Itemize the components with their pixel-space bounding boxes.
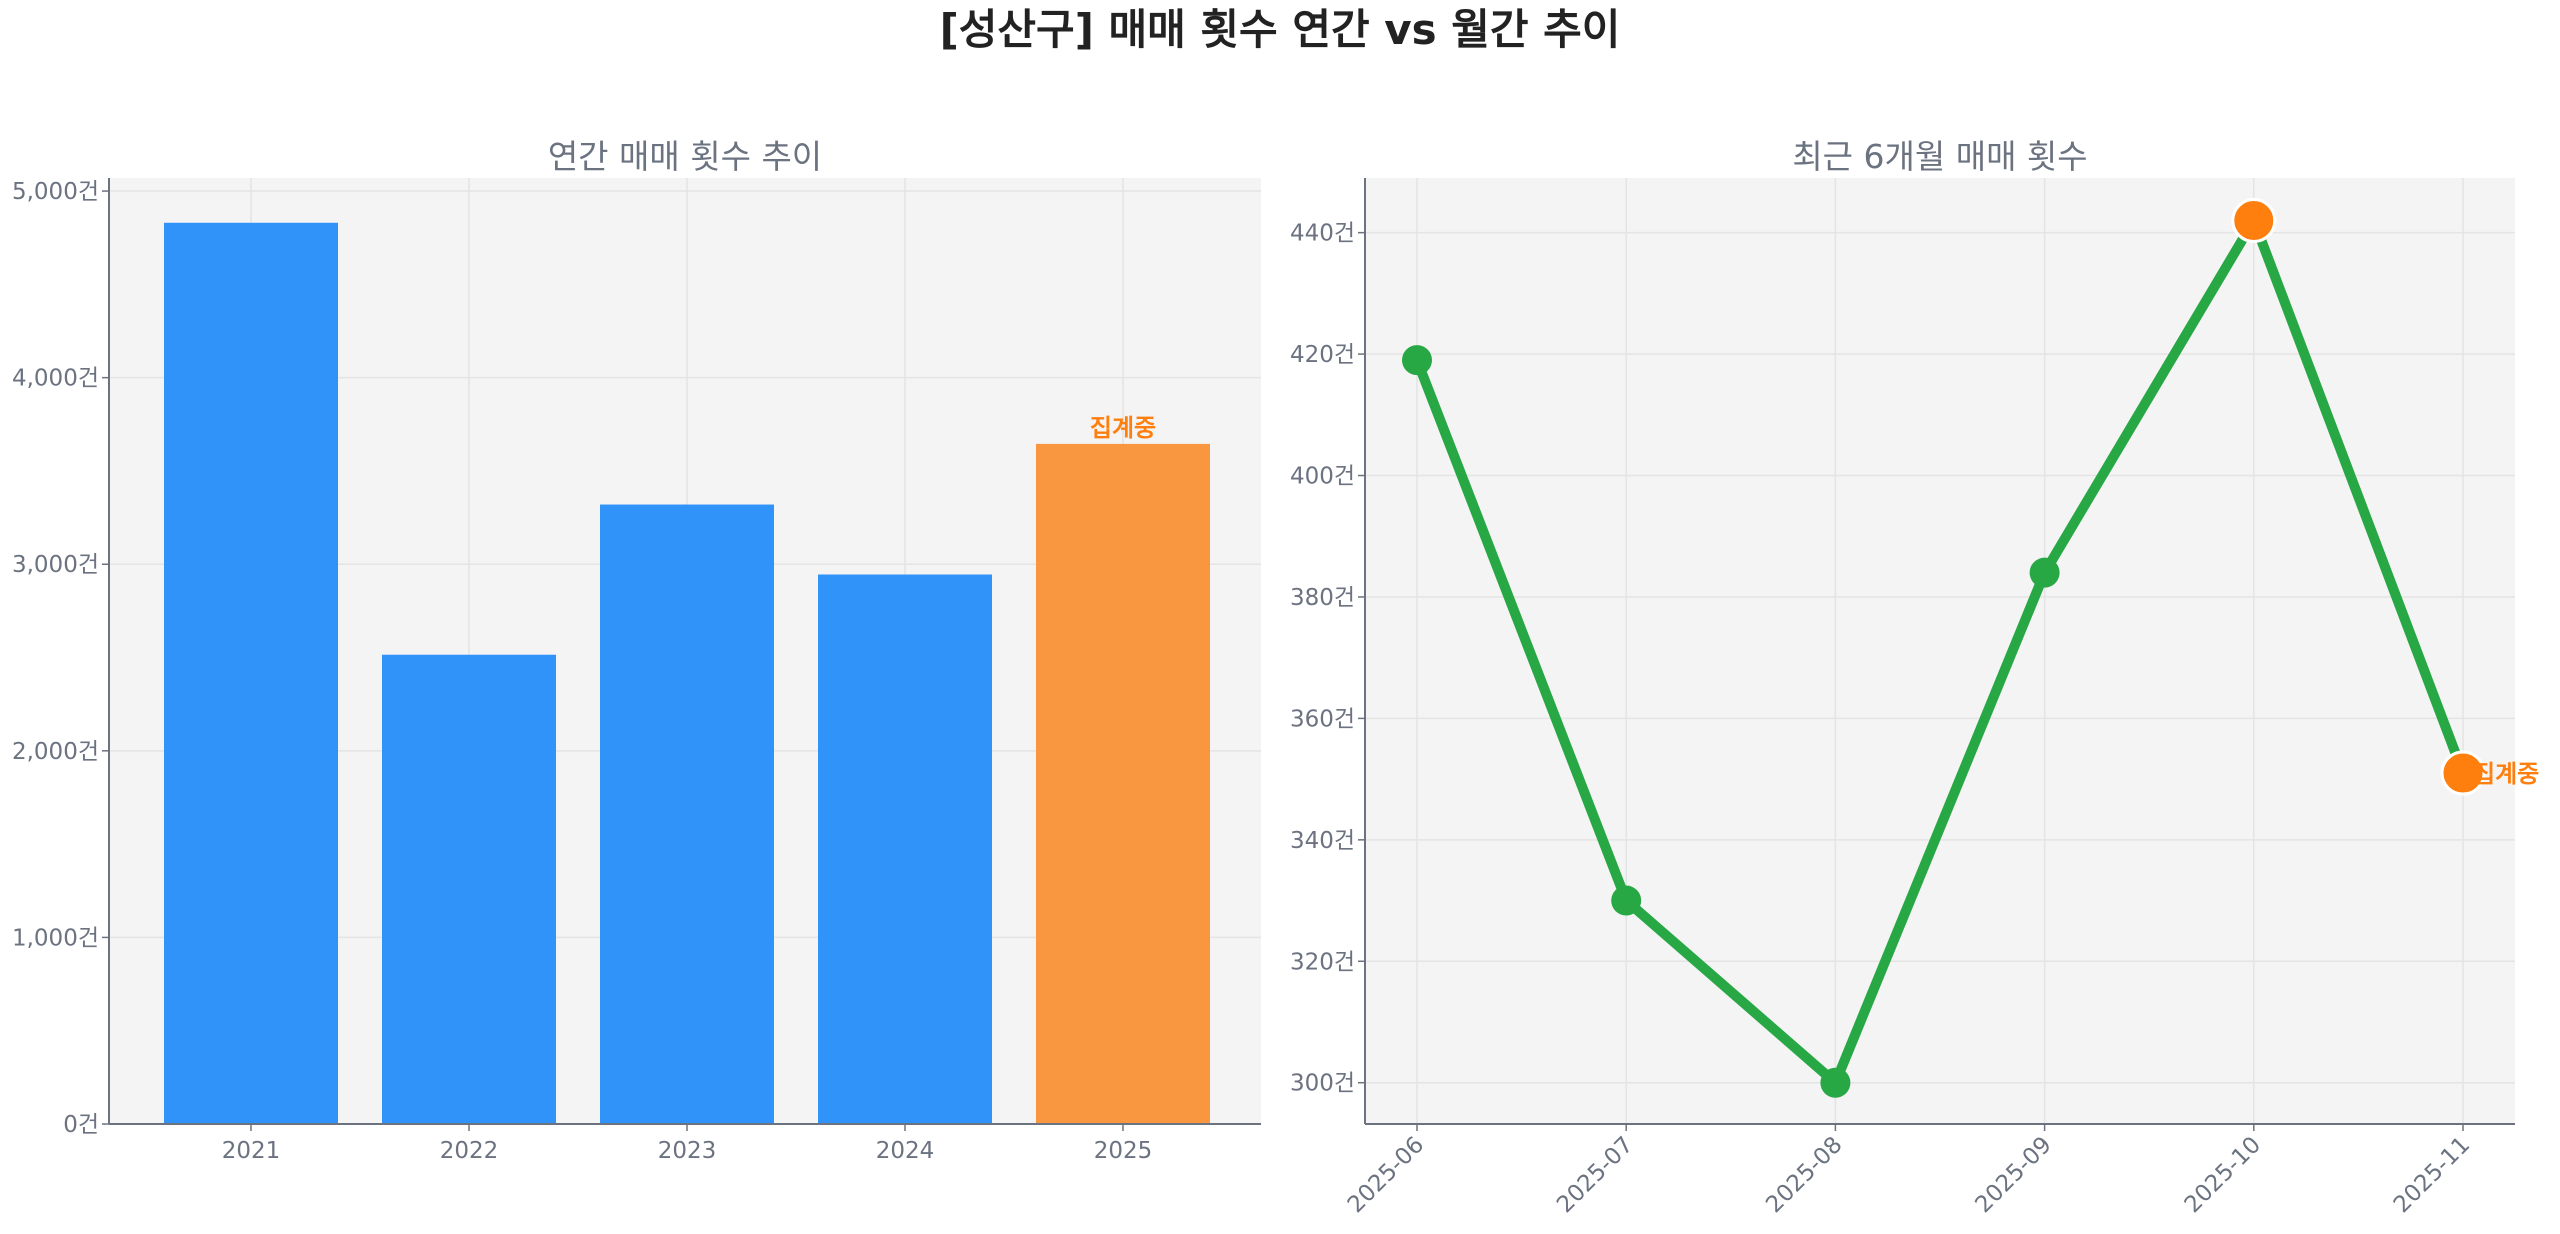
x-tick-label: 2025-08 <box>1761 1132 1847 1218</box>
x-tick-label: 2024 <box>876 1138 935 1164</box>
series-line <box>1412 215 2468 1088</box>
bar-chart: 0건 1,000건 2,000건 3,000건 4,000건 5,000건 2021 2022… <box>12 178 1261 1164</box>
x-tick-label: 2025-11 <box>2389 1132 2475 1218</box>
y-tick-label: 1,000건 <box>12 925 99 951</box>
bar-2025 <box>1036 443 1210 1124</box>
y-tick-label: 380건 <box>1290 585 1355 611</box>
y-tick-label: 360건 <box>1290 706 1355 732</box>
plot-area <box>1365 178 2515 1124</box>
y-tick-label: 300건 <box>1290 1071 1355 1097</box>
x-tick-label: 2023 <box>658 1138 717 1164</box>
y-tick-label: 0건 <box>63 1112 99 1138</box>
x-tick-label: 2025-10 <box>2180 1132 2266 1218</box>
y-tick-label: 4,000건 <box>12 366 99 392</box>
y-tick-label: 3,000건 <box>12 552 99 578</box>
x-tick-label: 2025-07 <box>1552 1132 1638 1218</box>
y-tick-label: 5,000건 <box>12 179 99 205</box>
data-point-2025-09 <box>2029 557 2060 588</box>
y-tick-label: 440건 <box>1290 221 1355 247</box>
figure-title: [성산구] 매매 횟수 연간 vs 월간 추이 <box>940 5 1621 54</box>
data-point-2025-08 <box>1820 1067 1851 1098</box>
bar-2021 <box>164 222 338 1124</box>
y-tick-label: 2,000건 <box>12 739 99 765</box>
annotation-label: 집계중 <box>1090 414 1156 442</box>
data-point-2025-06 <box>1402 345 1432 376</box>
highlight-point-2025-10 <box>2231 198 2277 244</box>
highlight-point-2025-11 <box>2440 750 2486 796</box>
bar-2024 <box>818 574 992 1124</box>
x-tick-label: 2025-06 <box>1343 1132 1429 1218</box>
x-tick-label: 2022 <box>440 1138 499 1164</box>
data-point-2025-07 <box>1611 885 1642 916</box>
x-tick-label: 2025 <box>1094 1138 1153 1164</box>
line-chart-title: 최근 6개월 매매 횟수 <box>1792 137 2087 176</box>
y-tick-label: 420건 <box>1290 342 1355 368</box>
y-tick-label: 340건 <box>1290 828 1355 854</box>
bar-chart-title: 연간 매매 횟수 추이 <box>548 137 822 176</box>
bar-2023 <box>600 504 774 1125</box>
x-tick-label: 2025-09 <box>1970 1132 2056 1218</box>
y-tick-label: 320건 <box>1290 949 1355 975</box>
y-tick-label: 400건 <box>1290 464 1355 490</box>
x-tick-label: 2021 <box>222 1138 281 1164</box>
annotation-label: 집계중 <box>2473 760 2539 788</box>
line-chart: 300건 320건 340건 360건 380건 400건 420건 440건 2025-06 2… <box>1290 178 2539 1218</box>
bar-2022 <box>382 654 556 1124</box>
